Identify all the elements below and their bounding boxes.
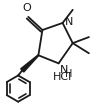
Text: H: H [65,69,72,79]
Text: HCl: HCl [53,72,72,82]
Text: N: N [65,17,73,27]
Text: N: N [60,65,68,75]
Polygon shape [21,55,39,72]
Text: O: O [22,3,31,13]
